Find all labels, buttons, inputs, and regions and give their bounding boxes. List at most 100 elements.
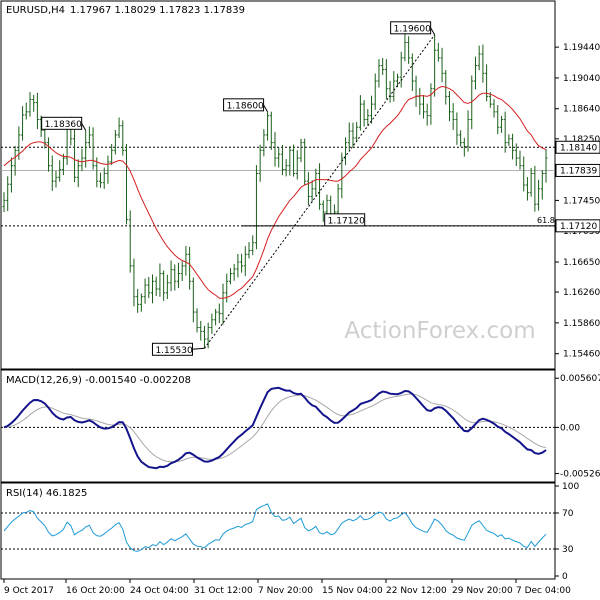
time-axis-label: 7 Dec 04:00	[516, 586, 571, 596]
ohlc-bar	[228, 268, 232, 285]
ohlc-bar	[73, 129, 77, 183]
price-axis-label: 1.16260	[563, 288, 600, 298]
rsi-panel: 100 70 30 0 RSI(14) 46.1825	[0, 482, 579, 582]
ohlc-bar	[150, 274, 154, 304]
rsi-panel-frame	[0, 482, 556, 580]
price-axis-label: 1.19040	[563, 74, 600, 84]
ohlc-bar	[24, 102, 28, 120]
ohlc-bar	[537, 179, 541, 211]
ohlc-bar	[485, 64, 489, 102]
ohlc-bar	[221, 283, 225, 325]
level-label: 1.18140	[560, 143, 597, 153]
ohlc-bar	[273, 132, 277, 167]
ohlc-bar	[262, 129, 266, 157]
macd-signal-line	[3, 393, 547, 463]
ohlc-bar	[139, 293, 143, 312]
ohlc-bar	[176, 262, 180, 289]
ohlc-bar	[165, 274, 169, 299]
ohlc-bar	[240, 253, 244, 273]
ohlc-bar	[21, 106, 25, 141]
ohlc-bar	[54, 170, 58, 188]
ohlc-bar	[403, 31, 407, 62]
ohlc-bar	[61, 153, 65, 176]
ohlc-bar	[451, 103, 455, 130]
ohlc-bar	[529, 167, 533, 197]
current-price-marker	[555, 163, 600, 177]
ohlc-bar	[410, 53, 414, 92]
ohlc-bar	[477, 45, 481, 71]
ohlc-bar	[258, 144, 262, 182]
ohlc-bar	[180, 261, 184, 282]
ohlc-bar	[217, 303, 221, 324]
ohlc-bar	[362, 100, 366, 127]
price-panel: 1.194401.190401.186401.182501.178501.174…	[0, 0, 600, 370]
ohlc-bar	[254, 165, 258, 250]
ohlc-bar	[132, 258, 136, 307]
ohlc-bar	[511, 133, 515, 160]
ohlc-bar	[396, 73, 400, 88]
ohlc-bar	[518, 150, 522, 170]
ohlc-bar	[106, 155, 110, 184]
time-axis-label: 31 Oct 12:00	[194, 586, 253, 596]
ohlc-bar	[158, 263, 162, 297]
ohlc-bar	[117, 117, 121, 139]
level-label: 1.17120	[560, 222, 597, 232]
ohlc-bar	[2, 192, 6, 212]
price-axis-label: 1.17450	[563, 196, 600, 206]
ohlc-bar	[288, 146, 292, 176]
ohlc-bar	[173, 264, 177, 291]
ohlc-bar	[525, 176, 529, 201]
ohlc-bar	[459, 130, 463, 147]
macd-panel: 0.005607 0.00 -0.005267 MACD(12,26,9) -0.0…	[0, 369, 600, 483]
ohlc-bar	[136, 288, 140, 313]
ohlc-bar	[440, 47, 444, 83]
macd-axis-label: -0.005267	[560, 470, 600, 480]
ohlc-bar	[533, 165, 537, 212]
ohlc-bar	[292, 144, 296, 177]
ohlc-bar	[80, 148, 84, 172]
ohlc-bar	[110, 143, 114, 166]
ohlc-bar	[236, 253, 240, 278]
ohlc-bar	[125, 144, 129, 225]
ohlc-bar	[314, 168, 318, 196]
time-axis: 9 Oct 2017 16 Oct 20:00 24 Oct 04:00 31 Oct…	[3, 579, 571, 596]
ohlc-bar	[540, 170, 544, 200]
ohlc-bar	[421, 95, 425, 119]
price-panel-frame	[0, 0, 556, 370]
ohlc-bar	[522, 156, 526, 192]
time-axis-label: 29 Nov 20:00	[452, 586, 513, 596]
ohlc-bar	[184, 246, 188, 276]
ohlc-bar	[202, 325, 206, 349]
ohlc-bar	[102, 167, 106, 189]
ohlc-bar	[388, 80, 392, 103]
annotation-label: 1.18360	[45, 120, 82, 130]
ohlc-bar	[366, 109, 370, 126]
macd-main-line	[3, 386, 547, 470]
ohlc-bar	[344, 137, 348, 166]
fib-level-label: 61.8	[537, 216, 555, 225]
ohlc-bar	[247, 242, 251, 259]
ohlc-bar	[499, 115, 503, 133]
ohlc-bar	[266, 111, 270, 141]
ohlc-bar	[447, 91, 451, 122]
ohlc-bar	[466, 110, 470, 152]
ohlc-bar	[358, 95, 362, 131]
rsi-axis-label: 0	[562, 572, 568, 582]
macd-axis: 0.005607 0.00 -0.005267	[1, 374, 600, 480]
ohlc-bar	[243, 246, 247, 277]
ohlc-bar	[277, 147, 281, 168]
ohlc-bar	[99, 172, 103, 188]
ohlc-bar	[381, 57, 385, 75]
ohlc-bar	[462, 137, 466, 157]
ohlc-bar	[321, 200, 325, 222]
ohlc-bar	[251, 235, 255, 256]
ohlc-bar	[214, 308, 218, 326]
ohlc-bar	[39, 115, 43, 138]
ohlc-bar	[303, 138, 307, 186]
ohlc-bar	[147, 276, 151, 299]
ohlc-bar	[32, 94, 36, 112]
ohlc-bar	[514, 143, 518, 167]
ohlc-bar	[414, 75, 418, 107]
ohlc-bar	[373, 73, 377, 110]
